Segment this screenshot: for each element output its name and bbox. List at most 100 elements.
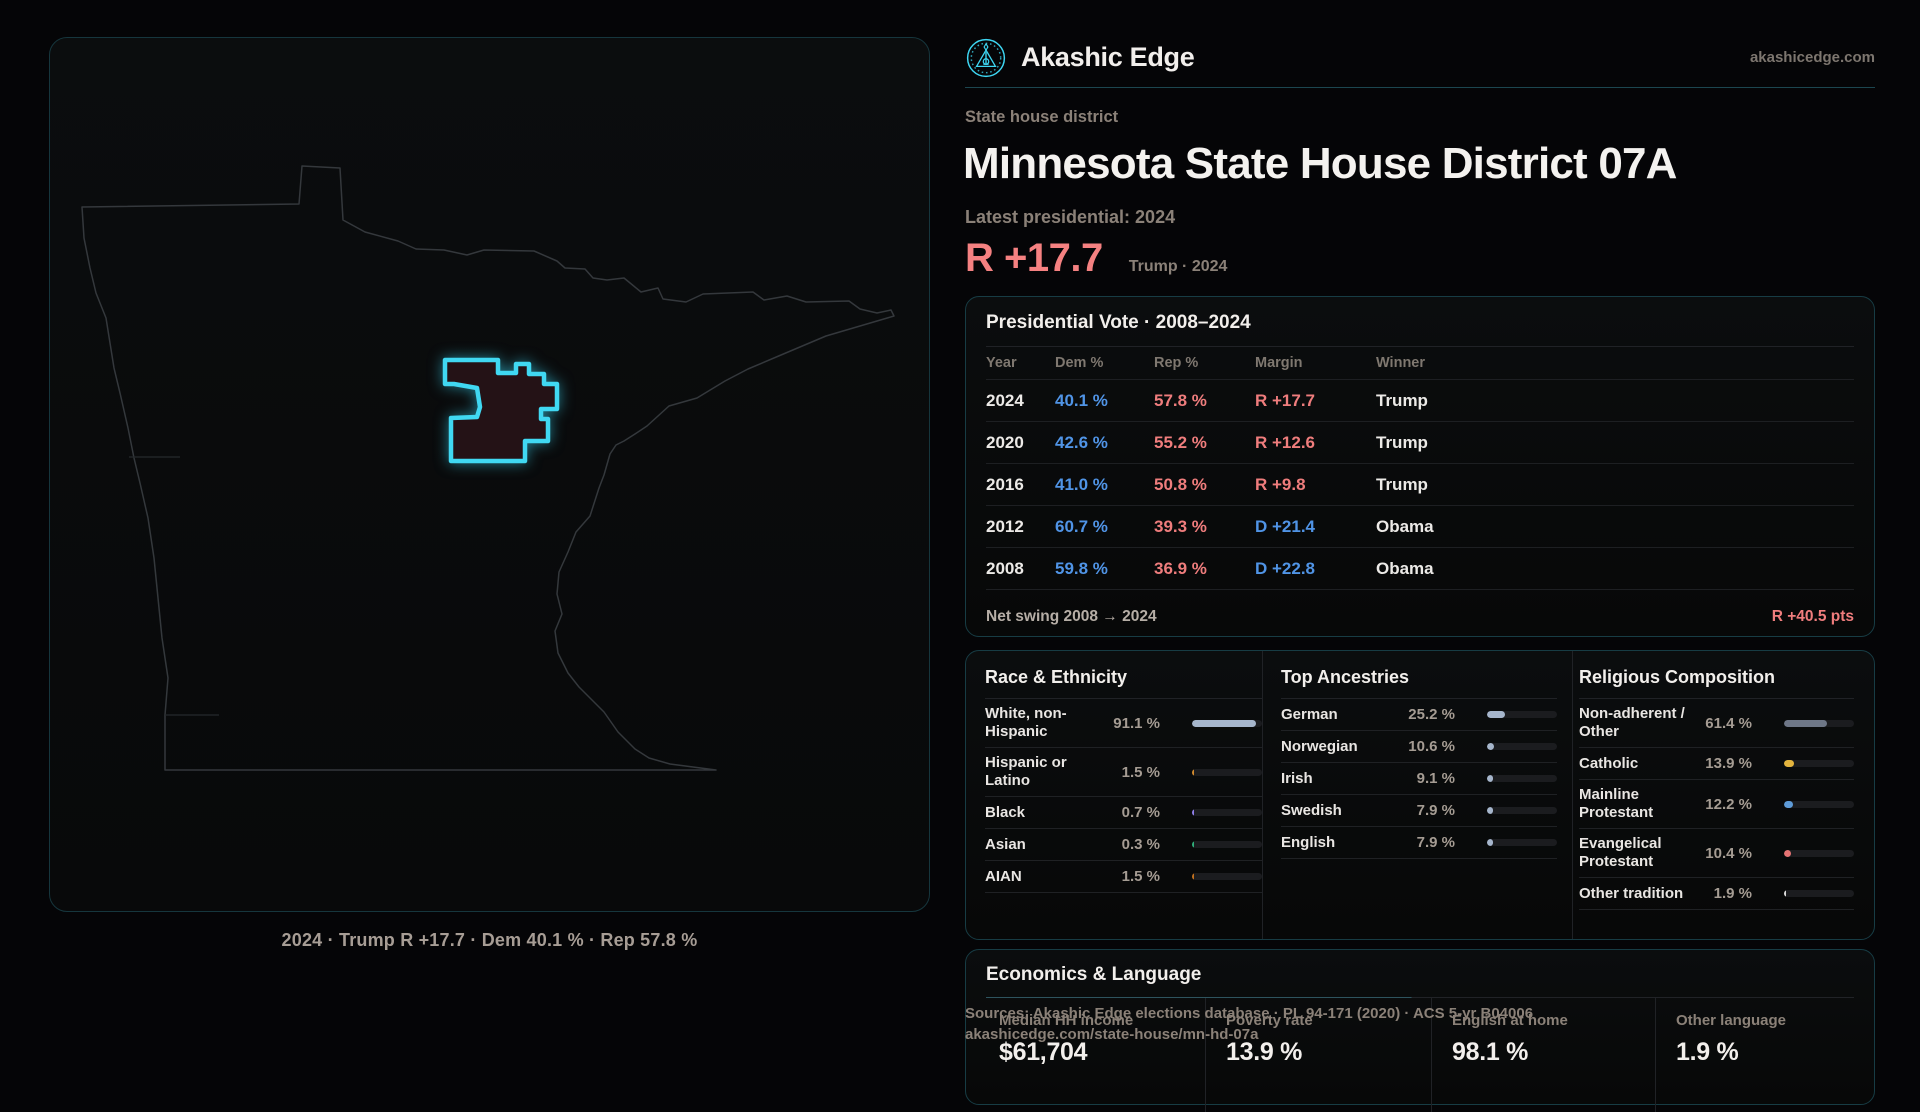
latest-presidential-label: Latest presidential: 2024 [965, 207, 1176, 227]
stat-bar-fill [1192, 809, 1195, 816]
minnesota-outline [81, 165, 895, 771]
stat-bar-fill [1192, 841, 1195, 848]
stat-bar [1784, 849, 1854, 857]
stat-bar-fill [1784, 849, 1792, 857]
stat-label: Non-adherent / Other [1579, 705, 1685, 740]
presidential-vote-panel: Presidential Vote · 2008–2024 Year Dem %… [965, 296, 1875, 637]
economics-stat-label: Median HH income [999, 1012, 1134, 1029]
economics-stat-value: 13.9 % [1226, 1038, 1303, 1066]
cell-year: 2024 [986, 390, 1024, 410]
stat-bar-fill [1487, 743, 1495, 750]
col-margin: Margin [1255, 355, 1303, 371]
brand-name: Akashic Edge [1021, 42, 1195, 72]
table-row: 2008 59.8 % 36.9 % D +22.8 Obama [986, 548, 1854, 590]
table-row: 2016 41.0 % 50.8 % R +9.8 Trump [986, 464, 1854, 506]
cell-rep-pct: 50.8 % [1154, 474, 1207, 494]
cell-margin: R +17.7 [1255, 390, 1316, 410]
headline-margin: R +17.7 Trump · 2024 [965, 236, 1227, 281]
stat-label: German [1281, 705, 1338, 723]
stat-bar-fill [1192, 873, 1195, 880]
stat-row: Black 0.7 % [985, 797, 1262, 829]
stat-bar [1784, 760, 1854, 767]
presidential-vote-title: Presidential Vote · 2008–2024 [986, 297, 1854, 347]
cell-margin: R +12.6 [1255, 432, 1316, 452]
stat-value: 12.2 % [1705, 795, 1752, 813]
table-row: 2024 40.1 % 57.8 % R +17.7 Trump [986, 380, 1854, 422]
stat-row: Evangelical Protestant 10.4 % [1579, 829, 1854, 878]
stat-label: Black [985, 803, 1026, 821]
stat-bar-fill [1487, 807, 1493, 814]
cell-year: 2012 [986, 516, 1024, 536]
stat-bar [1487, 711, 1557, 718]
akashic-edge-logo-icon [966, 38, 1006, 77]
cell-margin: R +9.8 [1255, 474, 1306, 494]
cell-dem-pct: 42.6 % [1055, 432, 1108, 452]
stat-bar [1192, 841, 1262, 848]
demographics-column-title: Race & Ethnicity [985, 651, 1262, 699]
stat-bar [1192, 719, 1262, 727]
stat-label: Norwegian [1281, 737, 1358, 755]
economics-stat-value: 98.1 % [1452, 1038, 1529, 1066]
net-swing-value: R +40.5 pts [1771, 607, 1854, 625]
stat-bar-fill [1784, 800, 1793, 808]
stat-row: Other tradition 1.9 % [1579, 878, 1854, 910]
stat-row: Swedish 7.9 % [1281, 795, 1557, 827]
stat-row: Mainline Protestant 12.2 % [1579, 780, 1854, 829]
stat-label: Hispanic or Latino [985, 754, 1067, 789]
stat-value: 7.9 % [1416, 834, 1455, 851]
stat-value: 61.4 % [1705, 714, 1752, 732]
table-header: Year Dem % Rep % Margin Winner [986, 347, 1854, 380]
col-year: Year [986, 355, 1017, 371]
cell-dem-pct: 59.8 % [1055, 558, 1108, 578]
cell-dem-pct: 40.1 % [1055, 390, 1108, 410]
district-shape-glow [442, 357, 560, 464]
district-shape[interactable] [442, 357, 560, 464]
stat-bar-fill [1487, 711, 1505, 718]
economics-stat-label: Other language [1676, 1012, 1787, 1029]
economics-stat: Other language 1.9 % [1655, 998, 1854, 1112]
stat-row: Catholic 13.9 % [1579, 748, 1854, 780]
stat-value: 1.9 % [1713, 885, 1752, 902]
col-dem: Dem % [1055, 355, 1104, 371]
stat-label: White, non-Hispanic [985, 705, 1067, 740]
stat-label: Irish [1281, 769, 1313, 787]
stat-value: 7.9 % [1416, 802, 1455, 819]
header-divider [965, 87, 1875, 88]
stat-bar-fill [1192, 768, 1195, 776]
stat-row: Non-adherent / Other 61.4 % [1579, 699, 1854, 748]
cell-rep-pct: 39.3 % [1154, 516, 1207, 536]
demographics-panel: Race & Ethnicity White, non-Hispanic 91.1 … [965, 650, 1875, 940]
stat-label: Asian [985, 835, 1026, 853]
stat-value: 25.2 % [1408, 706, 1455, 723]
stat-value: 91.1 % [1113, 714, 1160, 732]
economics-stat-label: English at home [1452, 1012, 1568, 1029]
map-caption: 2024 · Trump R +17.7 · Dem 40.1 % · Rep … [281, 930, 698, 950]
stat-value: 1.5 % [1121, 868, 1160, 885]
cell-margin: D +21.4 [1255, 516, 1316, 536]
stat-bar-fill [1487, 775, 1494, 782]
stat-bar-fill [1487, 839, 1493, 846]
brand-domain-link[interactable]: akashicedge.com [1749, 49, 1875, 66]
stat-label: Evangelical Protestant [1579, 835, 1662, 870]
stat-label: English [1281, 833, 1336, 851]
stat-value: 0.7 % [1121, 804, 1160, 821]
stat-value: 10.4 % [1705, 844, 1752, 862]
cell-rep-pct: 36.9 % [1154, 558, 1207, 578]
demographics-column: Religious Composition Non-adherent / Othe… [1572, 651, 1874, 939]
net-swing-row: Net swing 2008 → 2024 R +40.5 pts [986, 590, 1854, 643]
economics-stat: Poverty rate 13.9 % [1205, 998, 1431, 1112]
economics-stats: Median HH income $61,704 Poverty rate 13.9 … [986, 998, 1854, 1112]
county-boundary-lines [129, 456, 219, 716]
demographics-column-title: Top Ancestries [1281, 651, 1557, 699]
stat-label: Swedish [1281, 801, 1342, 819]
stat-bar-fill [1784, 760, 1794, 767]
economics-title: Economics & Language [986, 964, 1202, 985]
cell-winner: Trump [1376, 474, 1428, 494]
economics-stat: English at home 98.1 % [1431, 998, 1655, 1112]
stat-row: German 25.2 % [1281, 699, 1557, 731]
economics-panel: Economics & Language Median HH income $61… [965, 949, 1875, 1112]
stat-value: 1.5 % [1121, 763, 1160, 781]
cell-rep-pct: 55.2 % [1154, 432, 1207, 452]
site-header: Akashic Edge akashicedge.com [965, 35, 1875, 80]
cell-margin: D +22.8 [1255, 558, 1316, 578]
